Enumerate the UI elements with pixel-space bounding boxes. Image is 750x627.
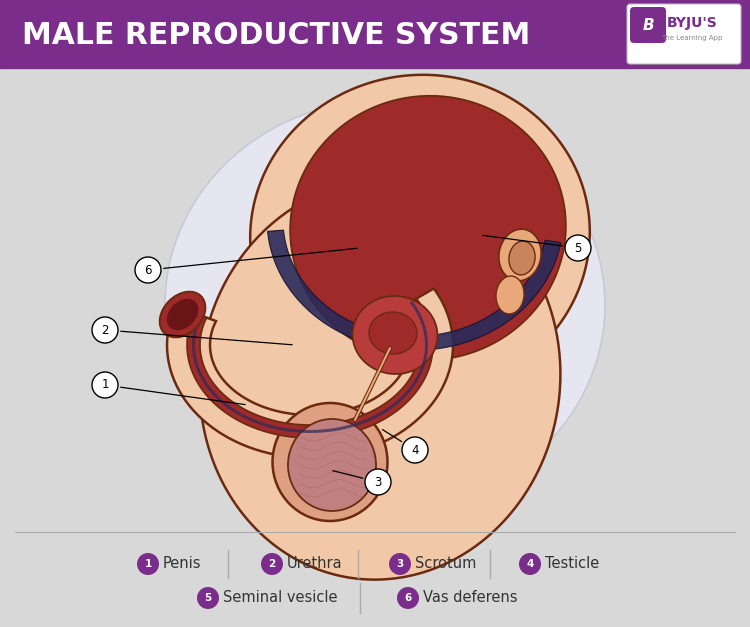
Text: Urethra: Urethra: [287, 557, 343, 571]
Polygon shape: [187, 298, 433, 438]
Ellipse shape: [496, 276, 524, 314]
Circle shape: [92, 317, 118, 343]
Polygon shape: [167, 288, 453, 458]
Polygon shape: [251, 75, 590, 395]
Ellipse shape: [166, 299, 198, 330]
Text: 6: 6: [404, 593, 412, 603]
Text: 4: 4: [526, 559, 534, 569]
FancyBboxPatch shape: [630, 7, 666, 43]
Circle shape: [397, 587, 419, 609]
Ellipse shape: [160, 292, 206, 337]
Ellipse shape: [369, 312, 417, 354]
Text: The Learning App: The Learning App: [662, 35, 723, 41]
Ellipse shape: [165, 100, 605, 510]
Text: MALE REPRODUCTIVE SYSTEM: MALE REPRODUCTIVE SYSTEM: [22, 21, 530, 51]
Text: Seminal vesicle: Seminal vesicle: [223, 591, 338, 606]
Text: 2: 2: [268, 559, 276, 569]
Text: Testicle: Testicle: [545, 557, 599, 571]
Text: 3: 3: [374, 475, 382, 488]
Text: 2: 2: [101, 324, 109, 337]
Text: Scrotum: Scrotum: [415, 557, 476, 571]
Text: 5: 5: [204, 593, 212, 603]
Circle shape: [565, 235, 591, 261]
Polygon shape: [268, 230, 561, 350]
Ellipse shape: [352, 296, 437, 374]
Text: 3: 3: [396, 559, 404, 569]
Circle shape: [261, 553, 283, 575]
Text: 6: 6: [144, 263, 152, 277]
Polygon shape: [192, 301, 428, 433]
Text: 4: 4: [411, 443, 419, 456]
Ellipse shape: [288, 419, 376, 511]
Polygon shape: [290, 96, 566, 360]
Circle shape: [365, 469, 391, 495]
Text: B: B: [642, 19, 654, 33]
Circle shape: [135, 257, 161, 283]
Circle shape: [402, 437, 428, 463]
Circle shape: [92, 372, 118, 398]
Ellipse shape: [499, 229, 542, 281]
Text: 1: 1: [101, 379, 109, 391]
Text: 1: 1: [144, 559, 152, 569]
Circle shape: [137, 553, 159, 575]
Text: Vas deferens: Vas deferens: [423, 591, 518, 606]
Text: BYJU'S: BYJU'S: [667, 16, 717, 30]
Ellipse shape: [272, 403, 388, 521]
Text: Penis: Penis: [163, 557, 202, 571]
Polygon shape: [200, 181, 560, 579]
Circle shape: [197, 587, 219, 609]
Circle shape: [519, 553, 541, 575]
Text: 5: 5: [574, 241, 582, 255]
FancyBboxPatch shape: [3, 3, 563, 65]
Circle shape: [389, 553, 411, 575]
FancyBboxPatch shape: [627, 4, 741, 64]
Ellipse shape: [509, 241, 535, 275]
